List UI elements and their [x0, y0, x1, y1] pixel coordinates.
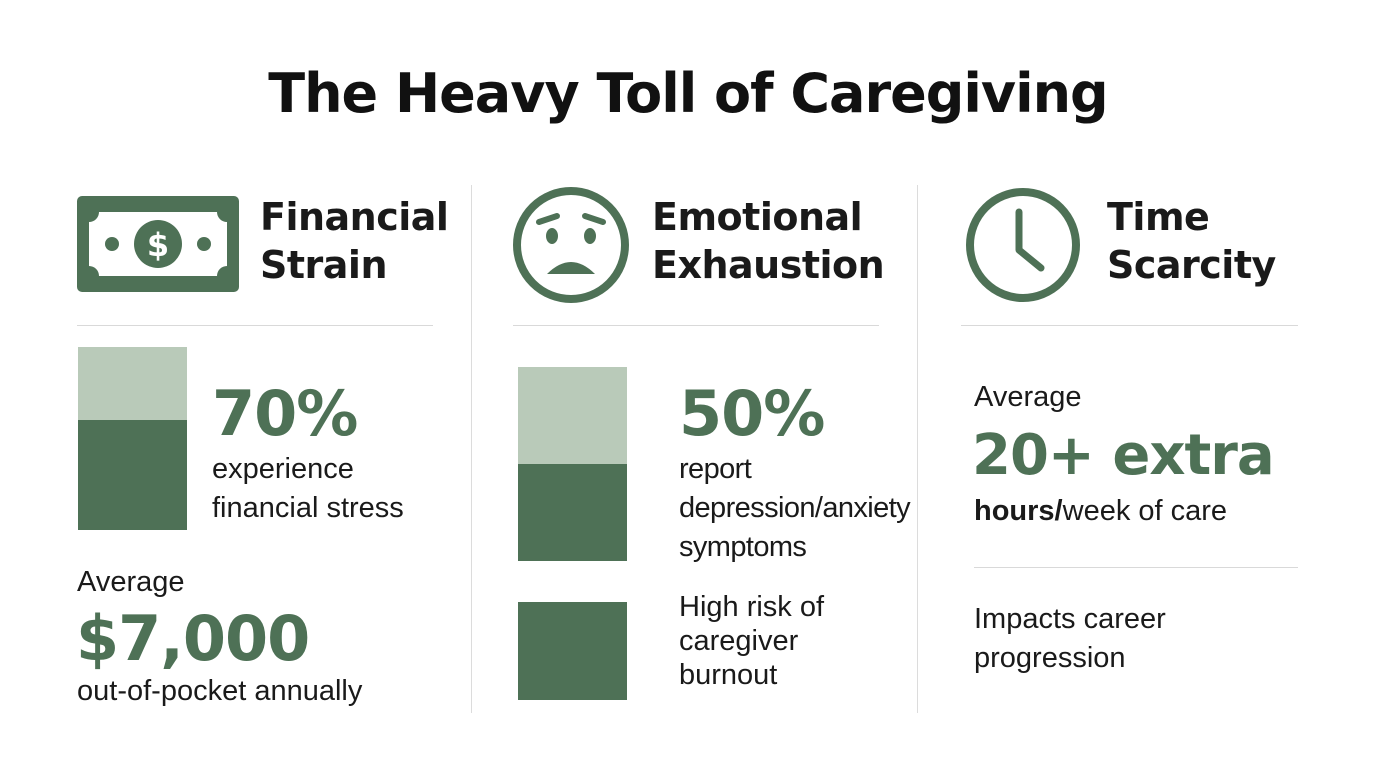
- time-impact-line1: Impacts career: [974, 603, 1166, 635]
- time-impact-text: Impacts career progression: [974, 600, 1166, 678]
- burnout-text-line3: burnout: [679, 659, 778, 691]
- page-title: The Heavy Toll of Caregiving: [268, 62, 1108, 125]
- financial-heading: Financial Strain: [260, 193, 449, 289]
- sad-face-icon: [513, 187, 629, 303]
- emotional-heading: Emotional Exhaustion: [652, 193, 885, 289]
- emotional-stat-text-line1: report: [679, 453, 752, 485]
- clock-icon: [966, 188, 1080, 302]
- time-average-label: Average: [974, 381, 1082, 413]
- time-heading-line2: Scarcity: [1107, 243, 1276, 287]
- burnout-text-line1: High risk of: [679, 591, 825, 623]
- section-divider: [513, 325, 879, 326]
- financial-stat-text: experience financial stress: [212, 450, 404, 528]
- section-divider: [961, 325, 1298, 326]
- time-hours-text: hours/week of care: [974, 492, 1227, 531]
- column-divider: [471, 185, 472, 713]
- emotional-stat-text: report depression/anxiety symptoms: [679, 450, 911, 567]
- time-average-value: 20+ extra: [972, 423, 1275, 488]
- emotional-stat-text-line2: depression/anxiety: [679, 492, 911, 524]
- burnout-block: [518, 602, 627, 700]
- financial-average-label: Average: [77, 566, 185, 598]
- section-divider: [974, 567, 1298, 568]
- burnout-text: High risk of caregiver burnout: [679, 590, 824, 692]
- time-heading: Time Scarcity: [1107, 193, 1276, 289]
- emotional-stat-value: 50%: [679, 377, 825, 450]
- financial-stat-text-line1: experience: [212, 453, 354, 485]
- emotional-bar-fill: [518, 464, 627, 561]
- emotional-heading-line2: Exhaustion: [652, 243, 885, 287]
- dollar-bill-icon: $: [77, 196, 239, 292]
- time-impact-line2: progression: [974, 642, 1126, 674]
- column-divider: [917, 185, 918, 713]
- financial-stat-text-line2: financial stress: [212, 492, 404, 524]
- financial-stat-value: 70%: [212, 377, 358, 450]
- financial-average-text: out-of-pocket annually: [77, 675, 363, 707]
- svg-text:$: $: [147, 226, 169, 264]
- time-hours-bold: hours/: [974, 495, 1063, 527]
- section-divider: [77, 325, 433, 326]
- time-hours-rest: week of care: [1062, 495, 1228, 527]
- financial-heading-line1: Financial: [260, 195, 449, 239]
- time-heading-line1: Time: [1107, 195, 1210, 239]
- emotional-heading-line1: Emotional: [652, 195, 863, 239]
- financial-average-value: $7,000: [76, 602, 310, 675]
- emotional-stat-text-line3: symptoms: [679, 531, 807, 563]
- burnout-text-line2: caregiver: [679, 625, 799, 657]
- financial-bar-fill: [78, 420, 187, 530]
- financial-heading-line2: Strain: [260, 243, 388, 287]
